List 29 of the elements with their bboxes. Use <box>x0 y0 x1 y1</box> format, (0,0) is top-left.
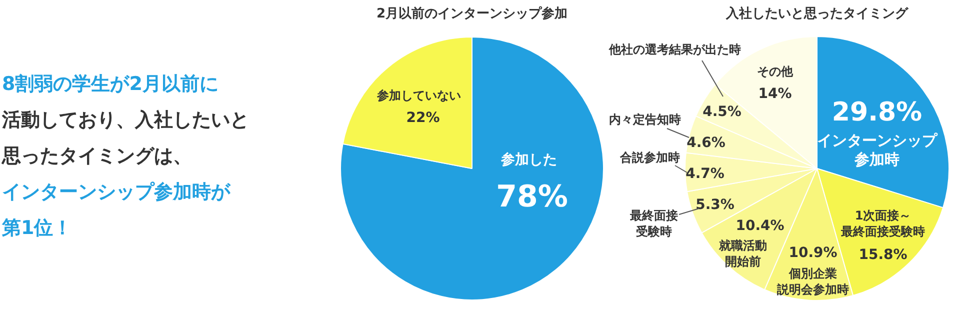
data-label: 4.5% <box>702 104 742 120</box>
slice-label: 参加していない <box>376 88 461 103</box>
text: 第1位！ <box>2 216 74 241</box>
data-label: 4.6% <box>686 135 726 152</box>
slice-label: 内々定告知時 <box>609 112 681 127</box>
text: 8割弱の学生が2月以前に <box>2 72 220 97</box>
text: 思ったタイミングは、 <box>2 144 193 169</box>
slice-label: 参加した <box>500 151 557 168</box>
slice-label: 就職活動開始前 <box>718 238 767 269</box>
data-label: 29.8% <box>832 97 922 128</box>
data-label: 78% <box>496 179 568 214</box>
slice-label: 合説参加時 <box>619 150 680 165</box>
slice-label: 個別企業説明会参加時 <box>776 266 849 297</box>
data-label: 22% <box>406 110 440 126</box>
text: 活動しており、入社したいと <box>2 108 250 133</box>
slice-label: 最終面接受験時 <box>629 208 678 239</box>
chart-title: 入社したいと思ったタイミング <box>725 5 909 22</box>
data-label: 10.4% <box>736 218 784 234</box>
slice-label: インターンシップ参加時 <box>817 131 938 168</box>
data-label: 15.8% <box>858 247 908 264</box>
text: インターンシップ参加時が <box>2 180 232 205</box>
data-label: 14% <box>758 86 792 102</box>
slice-label: その他 <box>757 64 794 79</box>
data-label: 10.9% <box>788 245 838 262</box>
slice-label: 他社の選考結果が出た時 <box>608 42 741 57</box>
data-label: 4.7% <box>686 166 724 182</box>
data-label: 5.3% <box>696 197 734 214</box>
chart-title: 2月以前のインターンシップ参加 <box>376 5 568 22</box>
slice-label: 1次面接～最終面接受験時 <box>840 208 925 239</box>
